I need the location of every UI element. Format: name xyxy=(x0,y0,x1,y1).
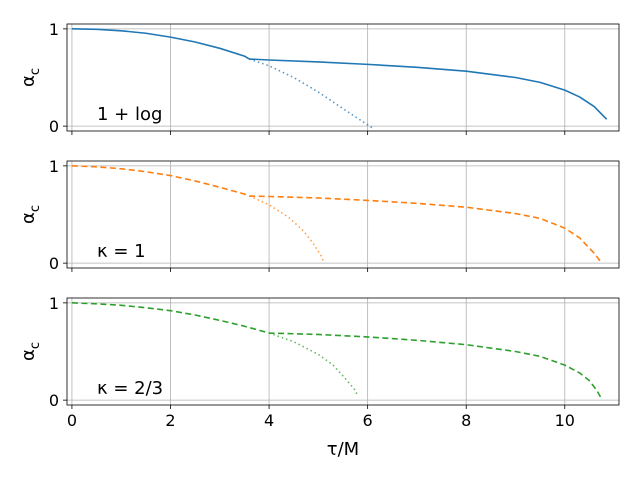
panel-kappa23-ytick-label: 0 xyxy=(49,391,59,410)
panel-1plog-series-dotted-line xyxy=(249,58,374,129)
panel-kappa1-series-dotted-line xyxy=(249,195,325,262)
panel-1plog-ylabel: αc xyxy=(18,68,43,87)
panel-kappa1-label: κ = 1 xyxy=(97,241,146,262)
panel-1plog-series-solid-line xyxy=(71,28,608,120)
xtick-label: 2 xyxy=(165,411,175,430)
xtick-label: 10 xyxy=(555,411,575,430)
panel-kappa23-grid xyxy=(67,298,619,405)
xtick-label: 6 xyxy=(363,411,373,430)
panel-1plog-frame xyxy=(66,23,620,132)
panel-1plog-ytick-label: 0 xyxy=(49,117,59,136)
x-axis-label: τ/M xyxy=(327,439,359,460)
panel-1plog: 01 αc 1 + log xyxy=(18,20,620,136)
panel-kappa23: 0 2 4 6 8 10 0 1 αc κ = 2/3 xyxy=(18,294,620,430)
panel-kappa1-ytick-label: 0 xyxy=(49,254,59,273)
panel-1plog-series xyxy=(71,28,608,129)
panel-1plog-ticks: 01 xyxy=(49,20,566,136)
panel-kappa23-series xyxy=(71,302,603,400)
panel-kappa23-series-dashed-line xyxy=(71,302,603,400)
panel-kappa1-series xyxy=(71,165,603,264)
panel-kappa23-ylabel: αc xyxy=(18,342,43,361)
panel-kappa23-series-dotted-line xyxy=(268,332,359,397)
panel-kappa1-grid xyxy=(67,161,619,268)
xtick-label: 8 xyxy=(461,411,471,430)
xtick-label: 0 xyxy=(67,411,77,430)
xtick-label: 4 xyxy=(264,411,274,430)
panel-1plog-grid xyxy=(67,24,619,131)
panel-kappa23-ticks: 0 2 4 6 8 10 0 1 xyxy=(49,294,575,430)
panel-kappa1-ticks: 01 xyxy=(49,157,566,273)
panel-kappa1: 01 αc κ = 1 xyxy=(18,157,620,273)
panel-kappa1-ytick-label: 1 xyxy=(49,157,59,176)
panel-kappa1-series-dashed-line xyxy=(71,165,603,264)
panel-kappa23-ytick-label: 1 xyxy=(49,294,59,313)
panel-kappa23-label: κ = 2/3 xyxy=(97,378,163,399)
panel-kappa1-ylabel: αc xyxy=(18,205,43,224)
panel-1plog-label: 1 + log xyxy=(97,104,162,125)
panel-1plog-ytick-label: 1 xyxy=(49,20,59,39)
panel-kappa1-frame xyxy=(66,160,620,269)
panel-kappa23-frame xyxy=(66,297,620,406)
